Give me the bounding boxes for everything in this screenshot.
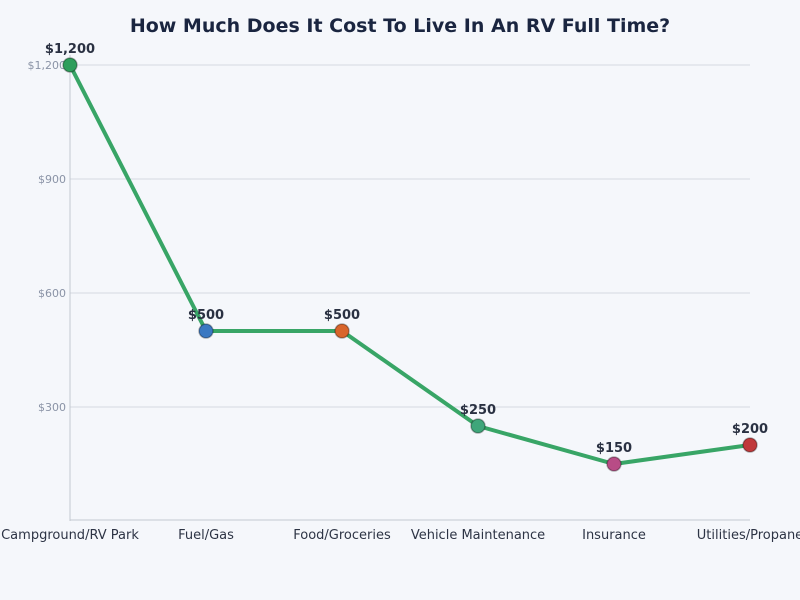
x-tick-label: Campground/RV Park [1, 528, 139, 543]
x-tick-label: Fuel/Gas [178, 528, 234, 543]
y-tick-label: $300 [38, 401, 66, 414]
x-tick-label: Food/Groceries [293, 528, 391, 543]
chart-title: How Much Does It Cost To Live In An RV F… [129, 15, 671, 37]
series-line [68, 64, 751, 466]
y-tick-label: $900 [38, 173, 66, 186]
data-label: $200 [732, 422, 768, 437]
data-point [62, 57, 78, 73]
data-point [470, 418, 486, 434]
data-label: $150 [596, 441, 632, 456]
x-tick-label: Vehicle Maintenance [411, 528, 545, 543]
data-label: $500 [324, 308, 360, 323]
data-point [742, 437, 758, 453]
data-point [334, 323, 350, 339]
data-label: $500 [188, 308, 224, 323]
data-label: $1,200 [45, 42, 95, 57]
y-tick-label: $600 [38, 287, 66, 300]
data-label: $250 [460, 403, 496, 418]
data-point [198, 323, 214, 339]
x-tick-label: Utilities/Propane [697, 528, 800, 543]
data-point [606, 456, 622, 472]
y-tick-label: $1,200 [28, 59, 67, 72]
x-tick-label: Insurance [582, 528, 646, 543]
